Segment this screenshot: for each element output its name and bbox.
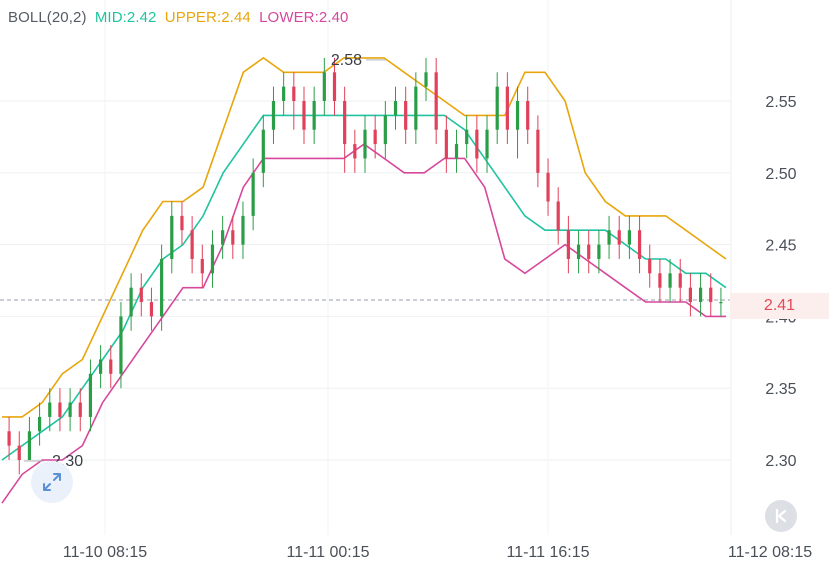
candle-body bbox=[210, 244, 215, 274]
mid-band-line bbox=[1, 114, 727, 461]
candle-body bbox=[485, 129, 489, 159]
candle-body bbox=[27, 431, 32, 460]
collapse-button[interactable] bbox=[765, 500, 797, 532]
candle-body bbox=[454, 144, 459, 159]
candle-body bbox=[180, 215, 184, 231]
candle-body bbox=[221, 230, 225, 245]
grid-layer bbox=[0, 0, 732, 535]
candle-body bbox=[546, 172, 550, 202]
candle-body bbox=[37, 416, 42, 432]
expand-arrows-icon bbox=[43, 473, 61, 491]
candle-body bbox=[709, 287, 713, 303]
candle-body bbox=[332, 72, 337, 101]
candle-body bbox=[414, 86, 418, 130]
candle-body bbox=[322, 72, 326, 101]
candle-body bbox=[566, 230, 570, 259]
candle-body bbox=[261, 129, 265, 173]
candle-body bbox=[88, 373, 93, 417]
legend-indicator-name: BOLL(20,2) bbox=[8, 9, 87, 26]
candle-body bbox=[556, 201, 560, 231]
current-price-tag: 2.41 bbox=[730, 293, 829, 319]
candle-body bbox=[607, 230, 611, 245]
upper-band-line bbox=[2, 56, 727, 418]
candle-body bbox=[190, 230, 194, 259]
candle-body bbox=[353, 144, 357, 159]
candle-body bbox=[231, 230, 235, 245]
candle-body bbox=[688, 287, 693, 303]
candle-body bbox=[373, 129, 377, 145]
candle-body bbox=[627, 230, 631, 245]
candle-body bbox=[343, 101, 347, 145]
candle-body bbox=[302, 101, 306, 130]
x-tick-label: 11-11 16:15 bbox=[506, 544, 589, 561]
high-price-label: 2.58 bbox=[331, 52, 362, 69]
candle-body bbox=[99, 359, 103, 374]
x-tick-label: 11-11 00:15 bbox=[286, 544, 369, 561]
candle-layer bbox=[7, 57, 723, 475]
candle-body bbox=[536, 129, 540, 173]
candle-body bbox=[637, 230, 642, 259]
candle-body bbox=[292, 86, 296, 101]
x-tick-label: 11-10 08:15 bbox=[63, 544, 147, 561]
candle-body bbox=[526, 101, 530, 130]
candle-body bbox=[495, 86, 499, 130]
candle-body bbox=[17, 445, 21, 460]
y-tick-label: 2.45 bbox=[765, 238, 796, 255]
candle-body bbox=[404, 101, 408, 130]
candle-body bbox=[129, 287, 133, 317]
candle-body bbox=[109, 359, 113, 374]
candle-body bbox=[475, 129, 479, 159]
candle-body bbox=[648, 258, 652, 274]
lower-band-line bbox=[1, 143, 726, 504]
indicator-legend: BOLL(20,2) MID:2.42 UPPER:2.44 LOWER:2.4… bbox=[8, 9, 352, 26]
candle-body bbox=[119, 316, 123, 374]
candle-body bbox=[678, 273, 682, 288]
candle-body bbox=[424, 72, 428, 87]
candle-body bbox=[393, 101, 398, 116]
candle-body bbox=[383, 115, 387, 145]
candle-body bbox=[698, 287, 703, 303]
candle-body bbox=[271, 101, 276, 130]
candle-body bbox=[160, 258, 164, 317]
candle-body bbox=[149, 302, 154, 317]
candle-body bbox=[465, 129, 469, 145]
candle-body bbox=[434, 72, 438, 130]
band-layer bbox=[1, 56, 727, 504]
candle-body bbox=[658, 273, 662, 288]
candle-body bbox=[241, 215, 245, 245]
candle-body bbox=[282, 86, 286, 101]
candle-body bbox=[170, 215, 174, 259]
y-tick-label: 2.50 bbox=[765, 166, 796, 183]
candle-body bbox=[68, 402, 72, 417]
candle-body bbox=[312, 101, 316, 130]
candle-body bbox=[719, 302, 723, 304]
candle-body bbox=[78, 402, 82, 417]
candle-body bbox=[139, 287, 143, 303]
candle-body bbox=[505, 86, 509, 130]
candle-body bbox=[576, 244, 581, 259]
legend-mid-value: MID:2.42 bbox=[94, 9, 157, 26]
legend-upper-value: UPPER:2.44 bbox=[164, 9, 251, 26]
candle-body bbox=[200, 258, 204, 274]
y-tick-label: 2.30 bbox=[765, 453, 796, 470]
candle-body bbox=[617, 230, 621, 245]
candle-body bbox=[251, 172, 255, 216]
candle-body bbox=[48, 402, 52, 417]
collapse-k-icon bbox=[775, 509, 787, 523]
candle-body bbox=[597, 244, 601, 259]
candle-body bbox=[7, 431, 11, 446]
candle-body bbox=[515, 101, 520, 130]
candle-body bbox=[587, 244, 591, 259]
candle-body bbox=[444, 129, 448, 159]
x-tick-label: 11-12 08:15 bbox=[728, 544, 812, 561]
y-tick-label: 2.55 bbox=[765, 94, 796, 111]
candle-body bbox=[58, 402, 62, 417]
y-tick-label: 2.35 bbox=[765, 381, 796, 398]
candle-body bbox=[668, 273, 672, 288]
legend-lower-value: LOWER:2.40 bbox=[259, 9, 349, 26]
expand-button[interactable] bbox=[31, 461, 73, 503]
candle-body bbox=[363, 129, 367, 159]
